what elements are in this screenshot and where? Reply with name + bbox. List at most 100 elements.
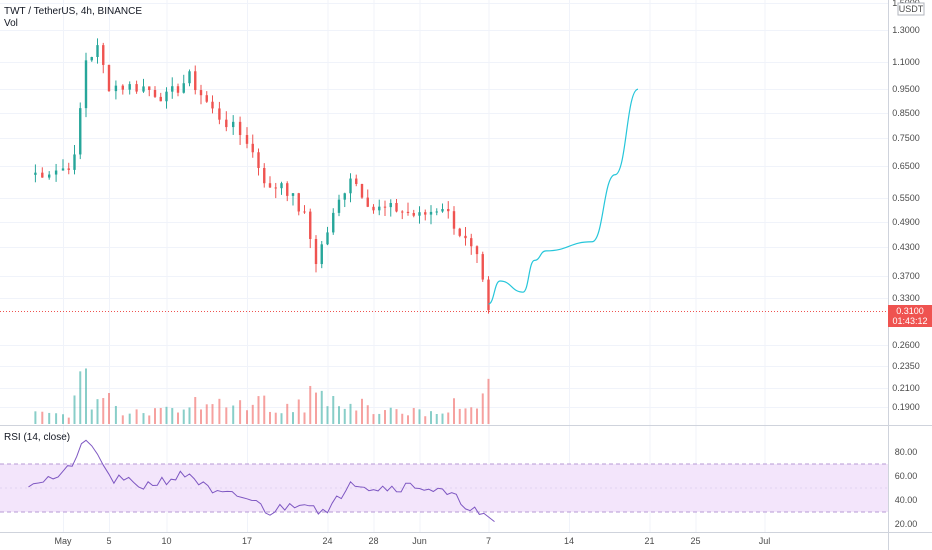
candle-body (320, 244, 323, 265)
volume-bar (361, 398, 363, 424)
time-tick-label: 28 (368, 536, 378, 546)
rsi-axis-labels: 80.00 60.00 40.00 20.00 (895, 447, 918, 529)
volume-bar (349, 403, 352, 424)
volume-bar (274, 412, 277, 424)
volume-bar (114, 405, 117, 424)
candle-body (481, 254, 484, 280)
time-tick-label: 21 (644, 536, 654, 546)
candle-body (135, 84, 138, 92)
price-tick-label: 0.2100 (892, 383, 920, 393)
price-tick-label: 1.1000 (892, 57, 920, 67)
candle-body (84, 60, 88, 109)
volume-bar (257, 396, 260, 424)
candle-body (205, 95, 208, 102)
volume-bar (447, 412, 450, 424)
volume-bar (326, 406, 329, 424)
candle-body (211, 101, 214, 109)
volume-bar (171, 408, 174, 424)
volume-bar (211, 404, 214, 424)
candle-body (182, 83, 185, 93)
volume-bar (441, 413, 444, 424)
candle-body (337, 199, 341, 213)
rsi-band (0, 464, 888, 512)
volume-bar (108, 393, 110, 424)
candle-body (389, 202, 392, 208)
volume-bar (188, 407, 191, 424)
volume-bar (128, 413, 131, 424)
volume-bar (218, 398, 221, 424)
candle-body (447, 209, 450, 212)
candle-body (128, 84, 131, 90)
volume-bar (135, 409, 138, 424)
candle-body (435, 211, 438, 213)
candle-body (263, 167, 266, 184)
volume-bar (297, 399, 300, 424)
volume-bar (85, 368, 87, 424)
volume-bar (251, 404, 254, 424)
candle-body (194, 71, 197, 91)
candle-body (429, 211, 433, 215)
candle-body (114, 85, 118, 92)
candle-body (395, 202, 398, 212)
price-axis[interactable] (888, 0, 932, 550)
time-tick-label: 25 (690, 536, 700, 546)
candle-body (238, 121, 242, 136)
candle-body (309, 211, 312, 239)
volume-bar (263, 395, 266, 424)
volume-bar (269, 411, 271, 424)
candle-body (406, 211, 410, 214)
volume-bar (412, 408, 415, 424)
volume-bar (435, 414, 438, 424)
volume-bar (407, 415, 409, 424)
volume-bar (487, 378, 490, 424)
volume-bar (332, 396, 335, 424)
candle-body (349, 178, 352, 194)
volume-bar (458, 408, 461, 424)
candle-body (232, 121, 235, 128)
price-pane[interactable] (0, 0, 888, 424)
volume-bar (366, 405, 369, 424)
candle-body (332, 212, 335, 233)
volume-bar (55, 413, 58, 424)
candle-body (314, 238, 318, 265)
volume-bar (159, 407, 162, 424)
candle-body (153, 90, 157, 97)
scale-badge[interactable] (897, 2, 925, 16)
time-tick-label: May (54, 536, 72, 546)
price-tick-label: 0.6500 (892, 161, 920, 171)
candle-body (360, 184, 364, 198)
volume-bar (225, 407, 228, 424)
price-tag (888, 305, 932, 327)
time-axis-labels[interactable]: May 5 10 17 24 28 Jun 7 14 21 25 Jul (54, 536, 770, 546)
price-tick-label: 0.9500 (892, 84, 920, 94)
candle-body (343, 193, 346, 200)
volume-bar (303, 412, 306, 424)
volume-bar (476, 408, 478, 424)
volume-bar (154, 408, 156, 424)
candle-body (34, 172, 37, 175)
rsi-tick-label: 80.00 (895, 447, 918, 457)
candle-body (286, 183, 289, 196)
volume-bars (34, 368, 490, 424)
time-tick-label: Jul (759, 536, 771, 546)
rsi-line (28, 439, 495, 522)
candle-body (401, 211, 404, 213)
candle-body (412, 213, 415, 216)
scale-badge-label: USDT (899, 4, 924, 14)
volume-bar (246, 410, 248, 424)
volume-bar (470, 407, 473, 424)
symbol-title: TWT / TetherUS, 4h, BINANCE (4, 6, 142, 17)
volume-bar (453, 398, 455, 424)
candle-body (121, 85, 124, 90)
volume-bar (90, 409, 93, 424)
candle-body (218, 108, 221, 120)
price-tick-label: 0.8500 (892, 108, 920, 118)
volume-bar (481, 393, 484, 424)
time-tick-label: 10 (161, 536, 171, 546)
volume-bar (41, 411, 44, 424)
price-tag-value: 0.3100 (896, 306, 924, 316)
candle-body (326, 232, 329, 245)
price-tick-label: 0.1900 (892, 402, 920, 412)
